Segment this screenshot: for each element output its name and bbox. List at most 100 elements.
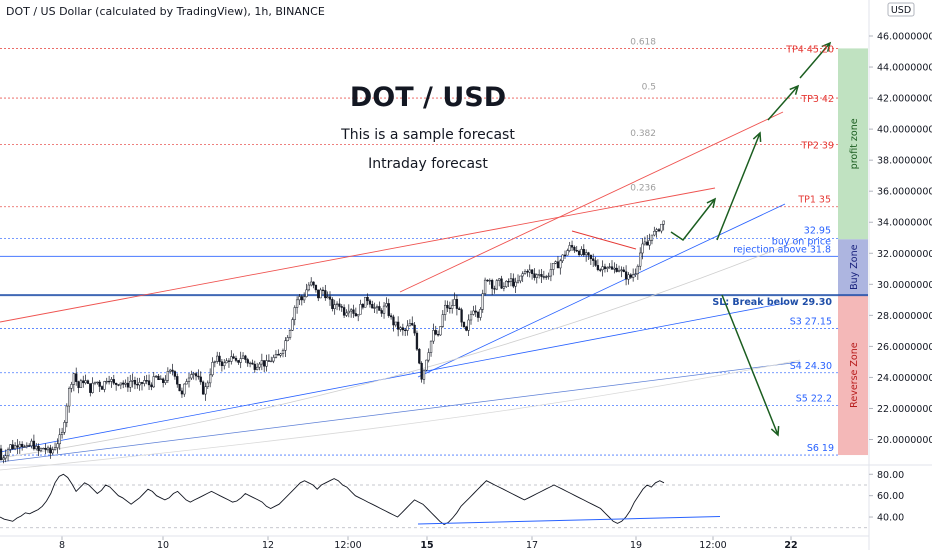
candle-body	[505, 280, 508, 287]
arrow-head	[752, 131, 762, 143]
candle-body	[455, 299, 459, 309]
candle-body	[427, 352, 430, 361]
candle-body	[312, 281, 315, 286]
candle-body	[4, 455, 7, 459]
y-tick-label: 34.00000000	[877, 218, 932, 229]
candle-body	[192, 373, 195, 375]
candle-body	[516, 280, 520, 283]
candle-body	[378, 306, 381, 311]
annotation-line1: This is a sample forecast	[340, 127, 515, 143]
candle-body	[147, 380, 151, 386]
candle-body	[51, 449, 54, 454]
candle-body	[56, 443, 59, 448]
symbol-title: DOT / US Dollar (calculated by TradingVi…	[6, 5, 325, 18]
trend-line	[0, 361, 801, 463]
trend-line	[571, 230, 637, 250]
y-tick-label: 28.00000000	[877, 311, 932, 322]
x-tick-label: 19	[630, 540, 642, 550]
candle-body	[601, 266, 604, 271]
candle-body	[610, 266, 614, 270]
x-tick-label: 15	[420, 540, 433, 550]
candle-body	[648, 239, 651, 246]
level-label: 32.95	[804, 226, 831, 237]
y-tick-label: 46.00000000	[877, 32, 932, 43]
candle-body	[98, 381, 101, 387]
candle-body	[110, 379, 113, 382]
candle-body	[462, 321, 466, 328]
candle-body	[112, 379, 115, 384]
candle-body	[406, 325, 409, 331]
candle-body	[448, 307, 452, 310]
candle-body	[0, 448, 3, 461]
candle-body	[42, 447, 45, 450]
zone-reverse-zone	[838, 295, 868, 456]
candle-body	[491, 280, 494, 289]
candle-body	[603, 266, 607, 270]
y-tick-label: 36.00000000	[877, 187, 932, 198]
candle-body	[415, 332, 419, 350]
candle-body	[542, 276, 546, 278]
candle-body	[258, 363, 261, 368]
rsi-indicator	[0, 473, 868, 529]
candle-body	[545, 276, 548, 278]
candle-body	[498, 278, 501, 281]
projection-arrow	[716, 132, 761, 241]
candle-body	[89, 383, 92, 393]
candle-body	[643, 241, 647, 245]
trend-line	[399, 111, 784, 293]
candle-body	[328, 296, 332, 300]
candle-body	[552, 263, 555, 270]
candle-body	[350, 309, 353, 312]
candle-body	[352, 309, 355, 314]
candle-body	[446, 304, 449, 309]
candle-body	[357, 313, 360, 317]
candle-body	[227, 360, 231, 362]
trend-line	[0, 302, 786, 453]
candle-body	[300, 296, 303, 301]
candle-body	[653, 230, 656, 236]
candle-body	[556, 261, 560, 269]
candle-body	[16, 445, 19, 448]
candle-body	[157, 375, 160, 381]
candle-body	[79, 380, 83, 388]
candle-body	[657, 229, 661, 232]
candle-body	[162, 378, 165, 383]
candle-body	[411, 323, 414, 326]
x-tick-label: 12:00	[334, 540, 361, 550]
candle-body	[321, 289, 325, 291]
candle-body	[241, 355, 245, 359]
arrow-head	[770, 425, 780, 437]
candle-body	[58, 434, 61, 445]
candle-body	[476, 311, 480, 318]
candle-body	[401, 327, 405, 331]
zone-profit-zone	[838, 48, 868, 240]
candle-body	[382, 305, 386, 314]
candle-body	[342, 307, 346, 316]
y-tick-label: 42.00000000	[877, 94, 932, 105]
candle-body	[218, 355, 221, 362]
candle-body	[662, 220, 665, 225]
candle-body	[37, 445, 40, 451]
candle-body	[143, 380, 146, 384]
candle-body	[368, 300, 372, 305]
candle-body	[507, 280, 510, 283]
candle-body	[436, 334, 440, 336]
candle-body	[75, 373, 78, 382]
currency-badge[interactable]	[887, 2, 915, 17]
candle-body	[596, 265, 600, 270]
candle-body	[44, 447, 47, 450]
candle-body	[96, 381, 99, 384]
candle-body	[439, 326, 442, 336]
y-tick-label: 38.00000000	[877, 156, 932, 167]
fib-label: 0.236	[630, 183, 656, 193]
candle-body	[213, 361, 216, 363]
candle-body	[465, 326, 468, 331]
rsi-y-tick-label: 40.00	[877, 513, 904, 524]
candle-body	[82, 380, 85, 384]
candle-body	[514, 281, 517, 287]
candle-body	[580, 249, 583, 255]
candle-body	[613, 267, 616, 270]
candle-body	[486, 279, 489, 282]
candle-body	[458, 308, 461, 310]
